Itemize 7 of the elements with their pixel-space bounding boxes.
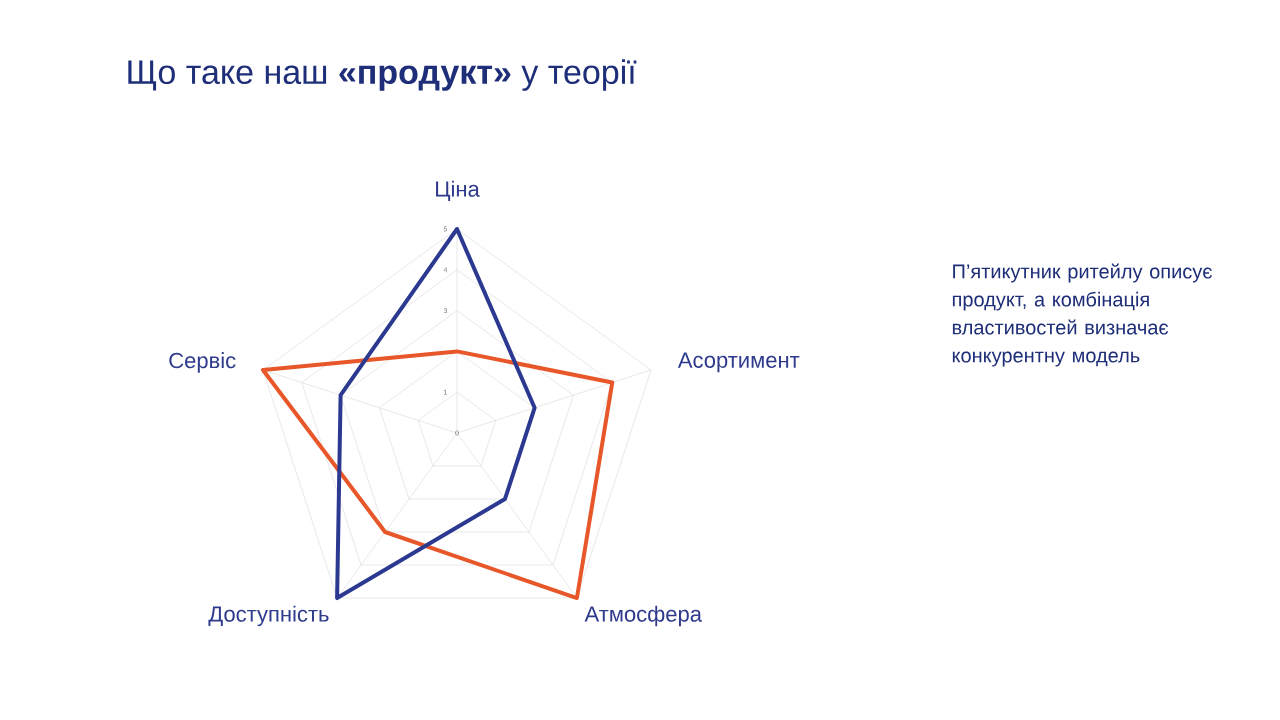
spoke-label: Доступність bbox=[208, 605, 329, 627]
chart-title: Що таке наш «продукт» у теорії bbox=[128, 59, 637, 91]
spoke-label: Асортимент bbox=[677, 352, 800, 373]
spoke-label: Ціна bbox=[436, 180, 480, 201]
spoke-label: Сервіс bbox=[169, 352, 236, 373]
spoke-label: Атмосфера bbox=[584, 605, 702, 627]
text: П’ятикутник ритейлу описує продукт, а комбінація властивостей визначає конкурентну модель bbox=[952, 263, 1212, 367]
